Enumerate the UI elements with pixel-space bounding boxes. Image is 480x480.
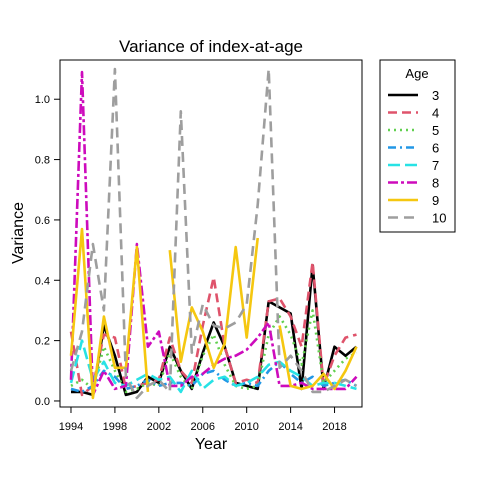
x-axis: 1994 1998 2002 2006 2010 2014 2018 bbox=[59, 406, 347, 433]
legend-label-age-7: 7 bbox=[432, 158, 439, 173]
x-axis-label: Year bbox=[195, 436, 228, 453]
x-tick-label: 2002 bbox=[147, 421, 171, 433]
y-tick-label: 0.6 bbox=[35, 215, 50, 227]
y-axis: 0.0 0.2 0.4 0.6 0.8 1.0 bbox=[35, 94, 60, 408]
y-axis-label: Variance bbox=[10, 202, 27, 264]
series-line-age-5 bbox=[70, 309, 358, 394]
x-tick-label: 2014 bbox=[278, 421, 302, 433]
legend-box bbox=[379, 59, 456, 233]
legend-label-age-6: 6 bbox=[432, 141, 439, 156]
legend-items: 3 4 5 6 7 8 9 10 bbox=[388, 88, 446, 226]
legend-label-age-5: 5 bbox=[432, 123, 439, 138]
series-line-age-6 bbox=[70, 360, 358, 394]
y-tick-label: 0.2 bbox=[35, 336, 50, 348]
y-tick-label: 0.8 bbox=[35, 155, 50, 167]
legend-label-age-8: 8 bbox=[432, 176, 439, 191]
series-line-age-9 bbox=[69, 227, 358, 400]
x-tick-label: 1998 bbox=[103, 421, 127, 433]
chart-title: Variance of index-at-age bbox=[119, 37, 303, 56]
legend-label-age-4: 4 bbox=[432, 106, 439, 121]
series-line-age-4 bbox=[69, 260, 357, 397]
x-tick-label: 2006 bbox=[191, 421, 215, 433]
x-tick-label: 1994 bbox=[59, 421, 83, 433]
legend-title: Age bbox=[405, 66, 428, 81]
plot-lines bbox=[69, 67, 358, 400]
legend: Age 3 4 5 6 7 8 9 10 bbox=[379, 59, 456, 233]
x-tick-label: 2010 bbox=[234, 421, 258, 433]
y-tick-label: 0.0 bbox=[35, 396, 50, 408]
legend-label-age-9: 9 bbox=[432, 193, 439, 208]
y-tick-label: 1.0 bbox=[35, 94, 50, 106]
series-line-age-10 bbox=[69, 67, 358, 400]
legend-label-age-10: 10 bbox=[432, 211, 446, 226]
y-tick-label: 0.4 bbox=[35, 275, 50, 287]
x-tick-label: 2018 bbox=[322, 421, 346, 433]
legend-label-age-3: 3 bbox=[432, 88, 439, 103]
